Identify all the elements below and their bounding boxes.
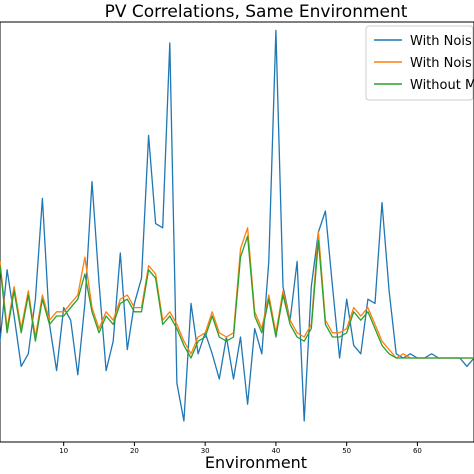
x-axis-label: Environment	[205, 453, 307, 472]
x-tick-label: 20	[130, 447, 139, 455]
series-line-0	[0, 29, 474, 422]
x-tick-label: 50	[342, 447, 351, 455]
legend-label-0: With Nois	[410, 34, 472, 49]
x-tick-label: 30	[201, 447, 210, 455]
legend-box	[365, 25, 474, 101]
x-tick-label: 10	[59, 447, 68, 455]
legend: With Nois With Nois Without M	[365, 25, 474, 101]
x-axis-ticks: 10 20 30 40 50 60	[59, 442, 422, 455]
legend-label-1: With Nois	[410, 56, 472, 71]
x-tick-label: 60	[413, 447, 422, 455]
series-lines	[0, 29, 474, 422]
x-tick-label: 40	[271, 447, 280, 455]
legend-label-2: Without M	[410, 78, 474, 93]
series-line-2	[0, 235, 474, 359]
chart-title: PV Correlations, Same Environment	[105, 2, 408, 22]
